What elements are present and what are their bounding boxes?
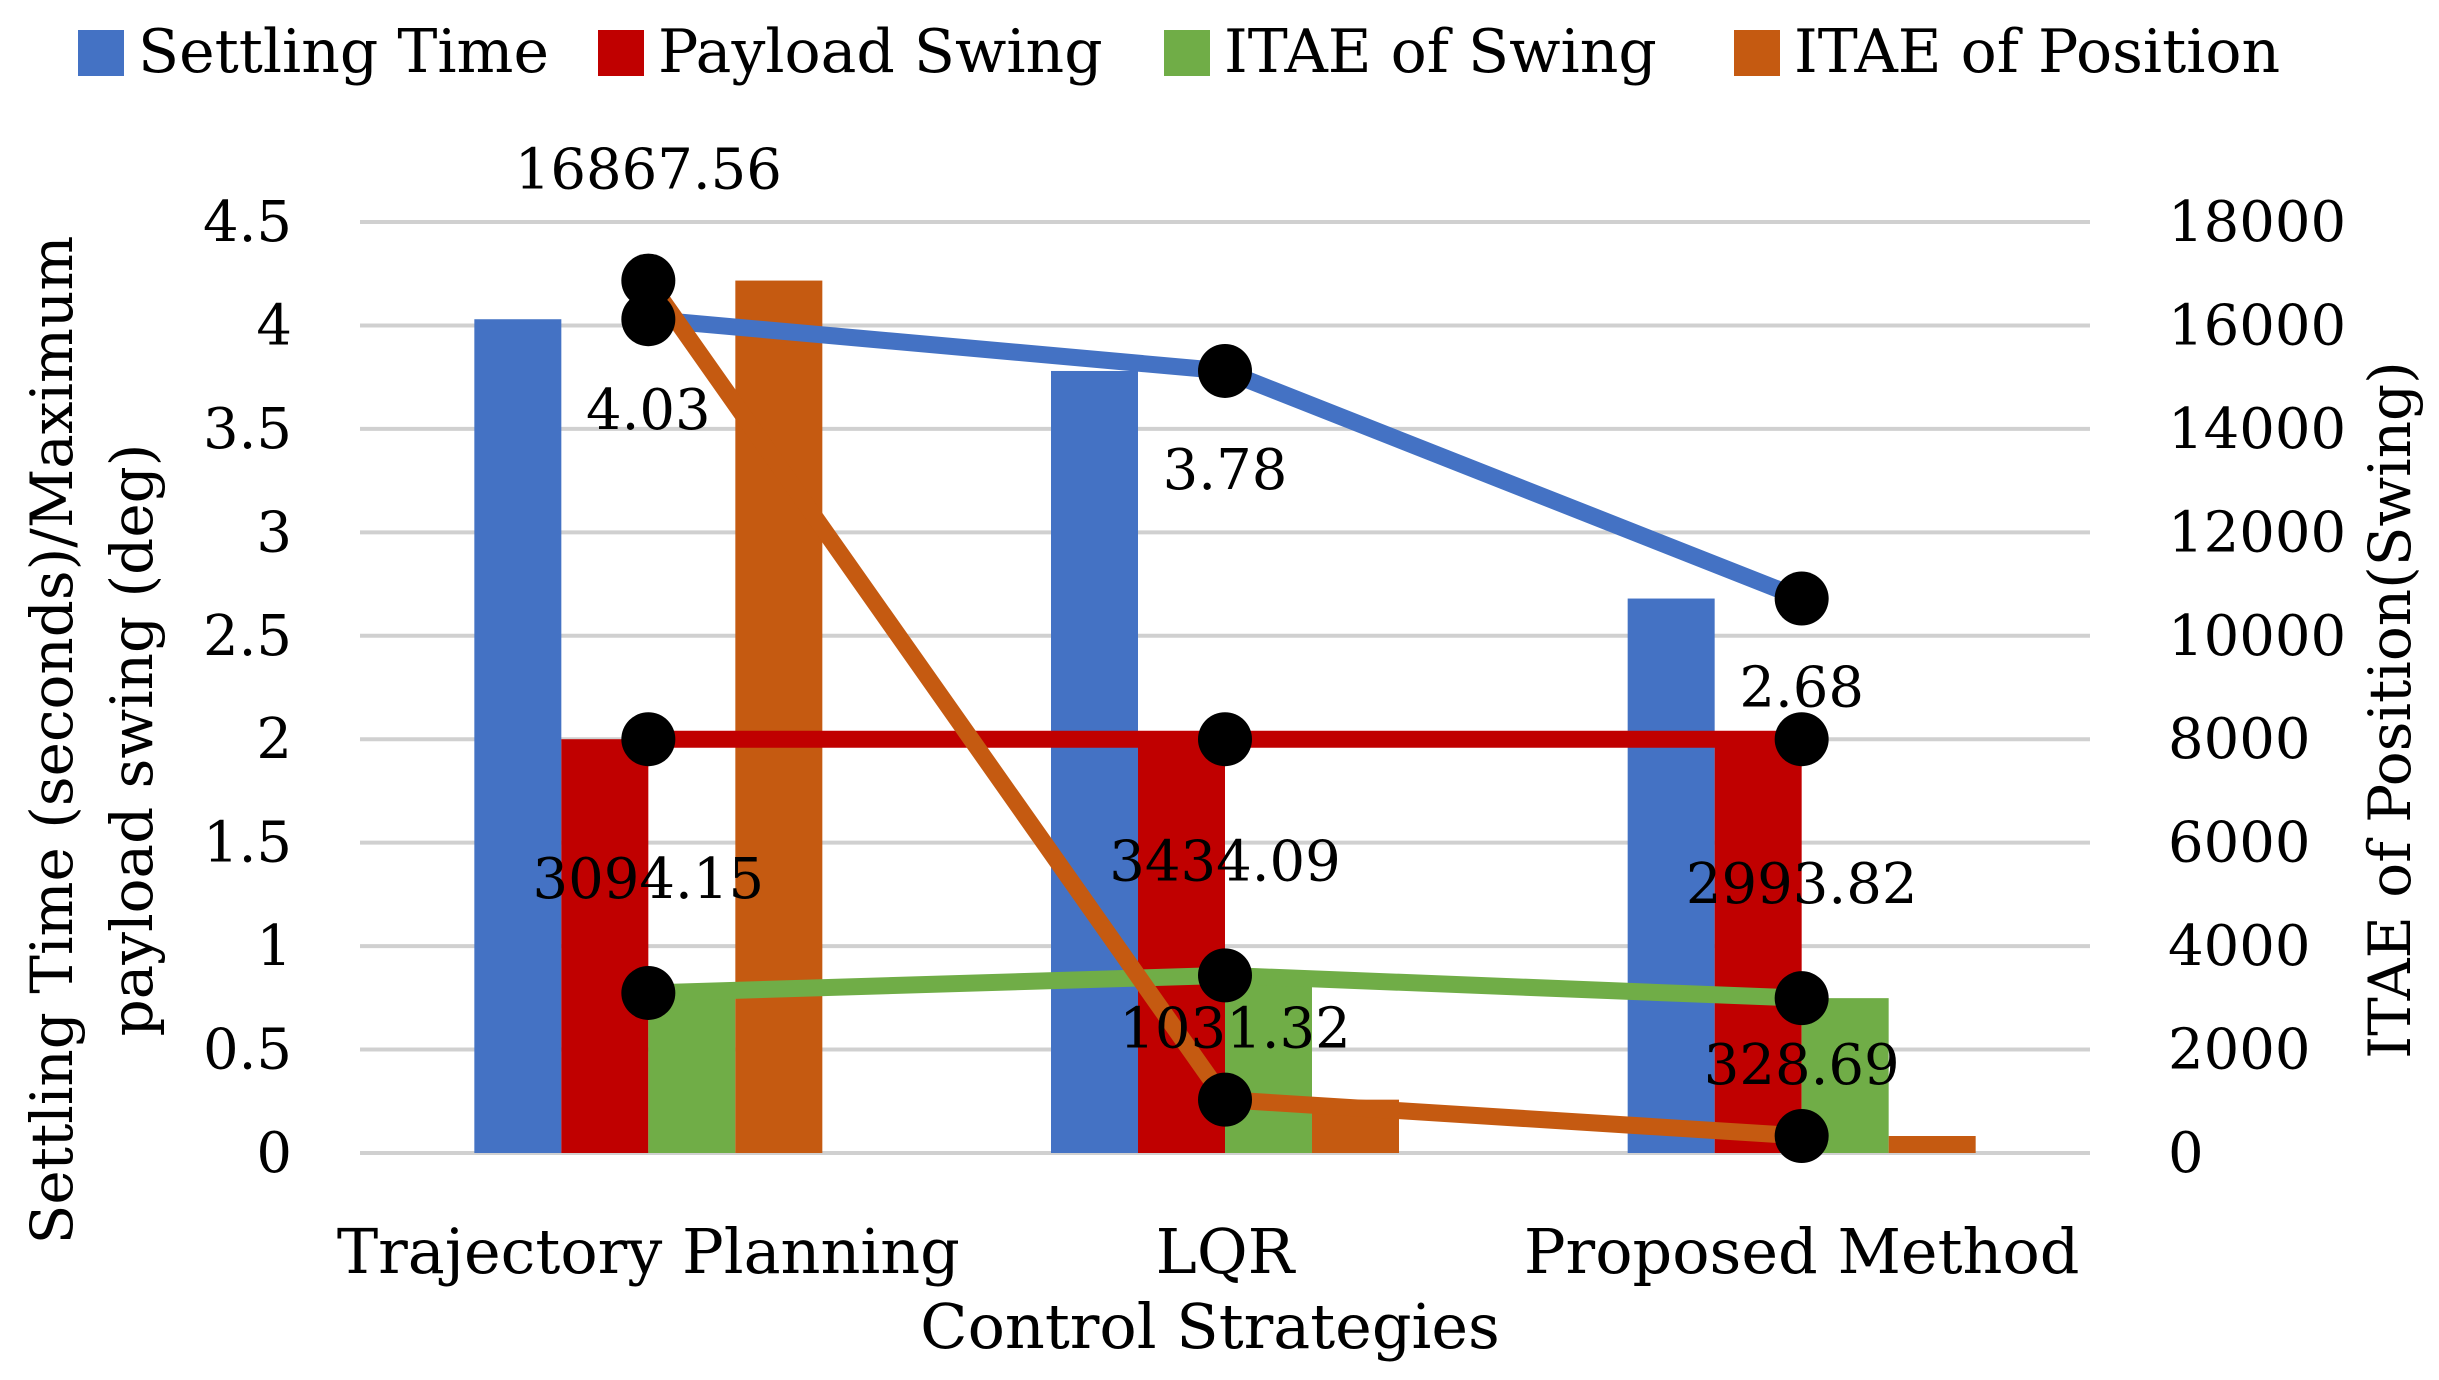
marker-itae-of-swing <box>621 965 676 1020</box>
bars <box>474 280 1976 1154</box>
category-label-trajectory-planning: Trajectory Planning <box>337 1215 960 1288</box>
data-label-itae-of-swing: 2993.82 <box>1686 852 1918 917</box>
data-label-settling-time: 2.68 <box>1739 656 1864 721</box>
right-axis-title: ITAE of Position(Swing) <box>2356 361 2424 1059</box>
left-axis-title: Settling Time (seconds)/Maximum <box>18 236 86 1245</box>
right-tick-label: 10000 <box>2168 604 2346 669</box>
legend: Settling Time Payload Swing ITAE of Swing I… <box>78 17 2280 87</box>
legend-swatch-settling-time <box>78 30 124 76</box>
left-tick-label: 3 <box>256 500 292 565</box>
bar-payload-swing <box>561 739 649 1153</box>
right-axis-ticks: 0 2000 4000 6000 8000 10000 12000 14000 16000 180… <box>2168 190 2346 1186</box>
marker-itae-of-position <box>1774 1108 1829 1163</box>
right-tick-label: 2000 <box>2168 1018 2311 1083</box>
right-tick-label: 8000 <box>2168 707 2311 772</box>
legend-swatch-itae-of-swing <box>1164 30 1210 76</box>
marker-itae-of-swing <box>1774 971 1829 1026</box>
x-axis-title: Control Strategies <box>920 1290 1500 1363</box>
right-tick-label: 12000 <box>2168 500 2346 565</box>
right-tick-label: 4000 <box>2168 914 2311 979</box>
bar-itae-of-swing <box>648 992 736 1153</box>
marker-settling-time <box>1774 571 1829 626</box>
marker-settling-time <box>1198 343 1252 398</box>
bar-settling-time <box>1051 370 1138 1154</box>
data-label-itae-of-position: 328.69 <box>1704 1033 1900 1098</box>
category-labels: Trajectory Planning LQR Proposed Method <box>337 1215 2080 1288</box>
legend-label-itae-of-swing: ITAE of Swing <box>1224 17 1657 87</box>
right-tick-label: 18000 <box>2168 190 2346 255</box>
bar-itae-of-position <box>1888 1135 1976 1153</box>
data-label-itae-of-swing: 3434.09 <box>1109 829 1341 894</box>
left-tick-label: 0 <box>256 1121 292 1186</box>
marker-payload-swing <box>1774 712 1829 767</box>
left-tick-label: 2 <box>256 707 292 772</box>
left-tick-label: 2.5 <box>203 604 292 669</box>
left-tick-label: 0.5 <box>203 1018 292 1083</box>
left-axis-ticks: 0 0.5 1 1.5 2 2.5 3 3.5 4 4.5 <box>203 190 292 1186</box>
bar-payload-swing <box>1714 739 1802 1153</box>
marker-itae-of-position <box>621 253 676 308</box>
legend-label-itae-of-position: ITAE of Position <box>1794 17 2280 87</box>
right-tick-label: 14000 <box>2168 397 2346 462</box>
left-axis-title-line2: payload swing (deg) <box>98 444 166 1037</box>
bar-settling-time <box>474 319 562 1153</box>
left-tick-label: 1 <box>256 914 292 979</box>
markers <box>621 253 1829 1163</box>
bar-settling-time <box>1627 598 1715 1153</box>
legend-swatch-payload-swing <box>598 30 644 76</box>
category-label-proposed-method: Proposed Method <box>1524 1215 2080 1288</box>
data-label-settling-time: 3.78 <box>1163 438 1288 503</box>
data-labels: 4.03 3.78 2.68 3094.15 3434.09 2993.82 16867.5… <box>515 138 1918 1098</box>
legend-swatch-itae-of-position <box>1734 30 1780 76</box>
marker-itae-of-position <box>1198 1072 1252 1127</box>
right-tick-label: 0 <box>2168 1121 2204 1186</box>
marker-settling-time <box>621 292 676 347</box>
left-tick-label: 4.5 <box>203 190 292 255</box>
category-label-lqr: LQR <box>1156 1215 1297 1288</box>
left-tick-label: 4 <box>256 293 292 358</box>
right-tick-label: 6000 <box>2168 811 2311 876</box>
marker-itae-of-swing <box>1198 948 1252 1003</box>
marker-payload-swing <box>621 712 676 767</box>
data-label-itae-of-position: 16867.56 <box>515 138 782 203</box>
left-tick-label: 3.5 <box>203 397 292 462</box>
legend-label-settling-time: Settling Time <box>138 17 549 87</box>
data-label-itae-of-position: 1031.32 <box>1119 997 1351 1062</box>
legend-label-payload-swing: Payload Swing <box>658 17 1103 87</box>
marker-payload-swing <box>1198 712 1252 767</box>
left-tick-label: 1.5 <box>203 811 292 876</box>
data-label-itae-of-swing: 3094.15 <box>533 847 765 912</box>
right-tick-label: 16000 <box>2168 293 2346 358</box>
data-label-settling-time: 4.03 <box>586 378 711 443</box>
bar-itae-of-swing <box>1225 975 1312 1153</box>
